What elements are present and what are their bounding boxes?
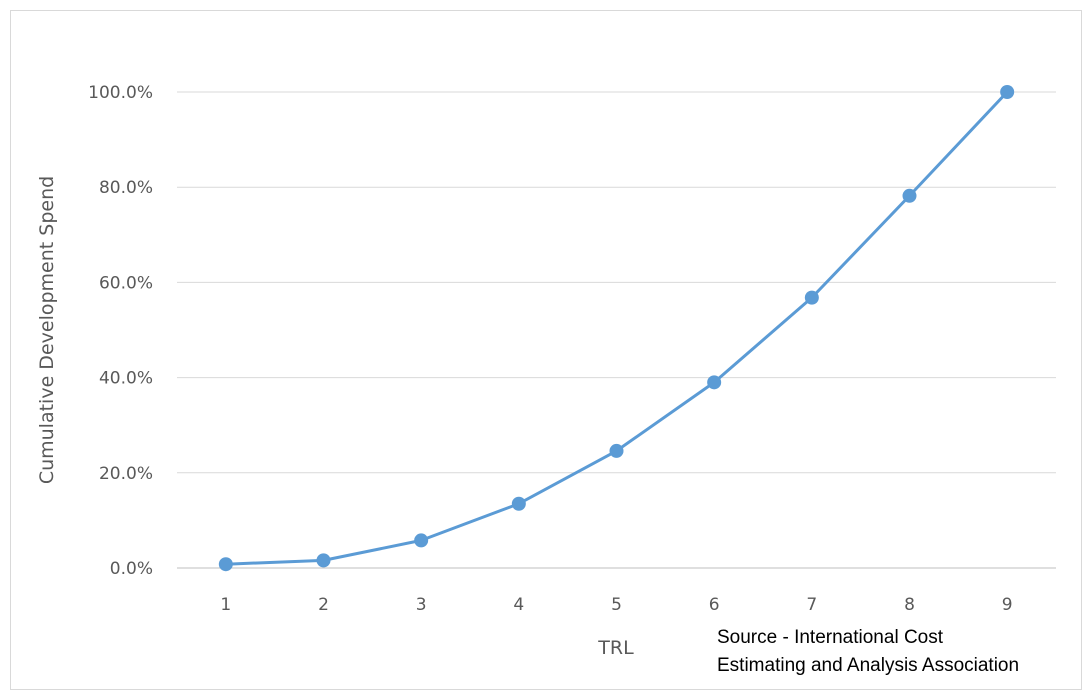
- chart-frame: [10, 10, 1082, 690]
- source-note-line-2: Estimating and Analysis Association: [717, 655, 1020, 676]
- y-tick-label: 100.0%: [88, 83, 153, 103]
- y-tick-label: 80.0%: [99, 178, 153, 198]
- x-tick-label: 3: [416, 595, 427, 615]
- x-tick-label: 7: [806, 595, 817, 615]
- data-point: [218, 557, 233, 572]
- data-point: [902, 188, 917, 203]
- y-axis-ticks: 0.0% 20.0% 40.0% 60.0% 80.0% 100.0%: [88, 83, 153, 579]
- x-tick-label: 9: [1002, 595, 1013, 615]
- data-point: [316, 553, 331, 568]
- y-tick-label: 0.0%: [110, 559, 153, 579]
- y-axis-title: Cumulative Development Spend: [36, 176, 58, 484]
- series: [218, 85, 1015, 572]
- source-note: Source - International Cost Estimating a…: [717, 624, 1019, 680]
- x-tick-label: 6: [709, 595, 720, 615]
- y-tick-label: 40.0%: [99, 369, 153, 389]
- x-axis-title: TRL: [597, 637, 634, 659]
- data-point: [414, 533, 429, 548]
- y-tick-label: 60.0%: [99, 273, 153, 293]
- x-tick-label: 8: [904, 595, 915, 615]
- data-point: [511, 496, 526, 511]
- x-axis-ticks: 1 2 3 4 5 6 7 8 9: [220, 595, 1012, 615]
- x-tick-label: 4: [513, 595, 524, 615]
- x-tick-label: 2: [318, 595, 329, 615]
- data-point: [1000, 85, 1015, 99]
- gridlines: [177, 91, 1056, 569]
- source-note-line-1: Source - International Cost: [717, 627, 944, 648]
- x-tick-label: 1: [220, 595, 231, 615]
- y-tick-label: 20.0%: [99, 464, 153, 484]
- data-point: [804, 290, 819, 305]
- series-line: [224, 90, 1009, 566]
- x-tick-label: 5: [611, 595, 622, 615]
- data-point: [609, 443, 624, 458]
- data-point: [707, 375, 722, 390]
